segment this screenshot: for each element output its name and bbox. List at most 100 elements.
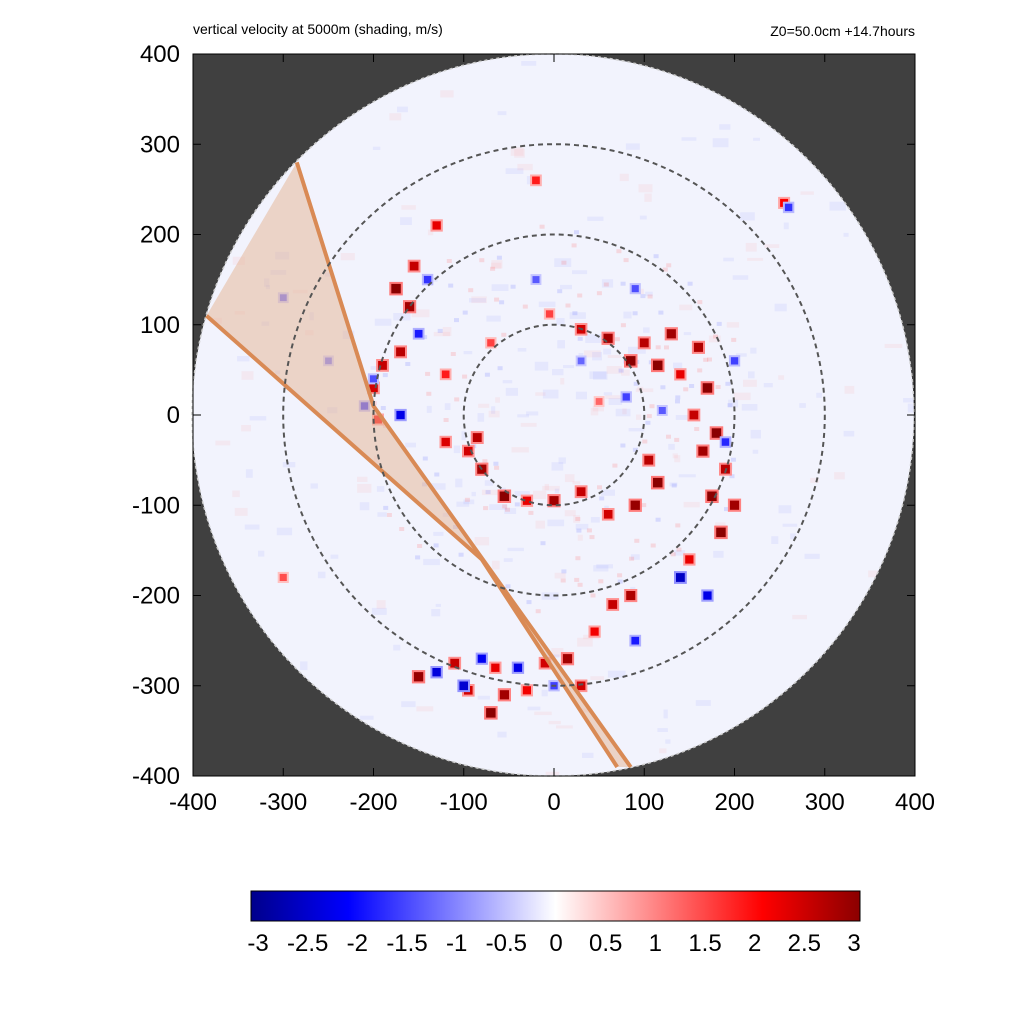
y-tick-label: 400 <box>140 41 180 68</box>
texture-patch <box>330 554 339 559</box>
texture-patch <box>393 644 401 651</box>
texture-patch <box>493 461 499 466</box>
texture-patch <box>574 230 579 235</box>
texture-patch <box>638 184 653 193</box>
texture-patch <box>671 483 677 488</box>
colorbar-tick-label: -2 <box>347 930 368 957</box>
texture-patch <box>575 517 581 521</box>
texture-patch <box>372 146 381 150</box>
updraft-cell <box>711 428 722 438</box>
texture-patch <box>603 348 612 355</box>
texture-patch <box>645 291 653 297</box>
updraft-cell <box>378 361 387 370</box>
texture-patch <box>753 137 760 141</box>
texture-patch <box>647 294 653 299</box>
texture-patch <box>380 406 386 410</box>
updraft-cell <box>603 333 613 343</box>
texture-patch <box>703 357 709 362</box>
axes: -400 -300 -200 -100 0 100 200 300 400 400 300 200 10… <box>132 41 935 816</box>
texture-patch <box>423 558 440 566</box>
updraft-cell <box>630 500 640 510</box>
texture-patch <box>415 555 421 560</box>
texture-patch <box>425 371 431 376</box>
texture-patch <box>526 176 532 185</box>
texture-patch <box>735 353 747 357</box>
texture-patch <box>491 262 502 269</box>
colorbar-tick-label: -1.5 <box>386 930 427 957</box>
texture-patch <box>521 61 537 66</box>
texture-patch <box>639 215 647 220</box>
texture-patch <box>683 332 692 336</box>
texture-patch <box>494 465 500 470</box>
texture-patch <box>578 353 584 358</box>
texture-patch <box>514 502 520 507</box>
texture-patch <box>464 497 470 502</box>
x-tick-label: -200 <box>349 789 397 816</box>
y-tick-label: -300 <box>132 673 180 700</box>
x-tick-label: 200 <box>714 789 754 816</box>
texture-patch <box>577 637 593 647</box>
texture-patch <box>564 474 575 483</box>
texture-patch <box>607 670 626 678</box>
texture-patch <box>593 371 608 380</box>
texture-patch <box>520 422 537 427</box>
texture-patch <box>491 284 509 291</box>
texture-patch <box>575 391 587 400</box>
texture-patch <box>360 715 374 720</box>
texture-patch <box>778 505 792 514</box>
texture-patch <box>628 346 646 354</box>
y-tick-label: 100 <box>140 312 180 339</box>
texture-patch <box>474 537 490 546</box>
texture-patch <box>417 544 423 548</box>
texture-patch <box>554 572 566 579</box>
texture-patch <box>653 254 659 259</box>
chart-run-info: Z0=50.0cm +14.7hours <box>770 23 915 39</box>
texture-patch <box>884 343 903 348</box>
texture-patch <box>743 379 757 387</box>
updraft-cell <box>693 342 703 352</box>
texture-patch <box>484 480 494 486</box>
texture-patch <box>514 148 525 158</box>
updraft-cell <box>369 383 378 393</box>
texture-patch <box>636 414 642 420</box>
texture-patch <box>503 558 513 562</box>
updraft-cell <box>626 591 636 601</box>
texture-patch <box>538 301 556 308</box>
texture-patch <box>276 527 293 536</box>
texture-patch <box>644 193 652 202</box>
texture-patch <box>556 725 573 729</box>
texture-patch <box>771 536 779 544</box>
texture-patch <box>241 371 254 380</box>
updraft-cell <box>487 339 495 347</box>
y-tick-label: -100 <box>132 492 180 519</box>
texture-patch <box>844 385 855 394</box>
updraft-cell <box>639 338 649 348</box>
texture-patch <box>440 90 454 98</box>
texture-patch <box>694 427 700 431</box>
texture-patch <box>386 513 392 517</box>
texture-patch <box>745 242 757 252</box>
texture-patch <box>589 535 595 540</box>
texture-patch <box>640 294 646 299</box>
texture-patch <box>621 369 630 376</box>
updraft-cell <box>698 446 708 456</box>
texture-patch <box>601 279 614 288</box>
texture-patch <box>442 327 452 336</box>
texture-patch <box>572 311 578 316</box>
texture-patch <box>462 374 468 379</box>
texture-patch <box>496 255 502 260</box>
texture-patch <box>541 592 559 600</box>
texture-patch <box>778 375 785 380</box>
texture-patch <box>479 258 485 263</box>
downdraft-cell <box>622 393 630 401</box>
texture-patch <box>389 113 402 121</box>
colorbar-tick-label: 1 <box>649 930 662 957</box>
colorbar <box>250 890 861 922</box>
texture-patch <box>637 386 644 391</box>
texture-patch <box>834 472 845 480</box>
texture-patch <box>668 443 675 450</box>
texture-patch <box>782 523 798 527</box>
texture-patch <box>649 404 655 409</box>
texture-patch <box>669 482 678 487</box>
texture-patch <box>612 463 618 468</box>
